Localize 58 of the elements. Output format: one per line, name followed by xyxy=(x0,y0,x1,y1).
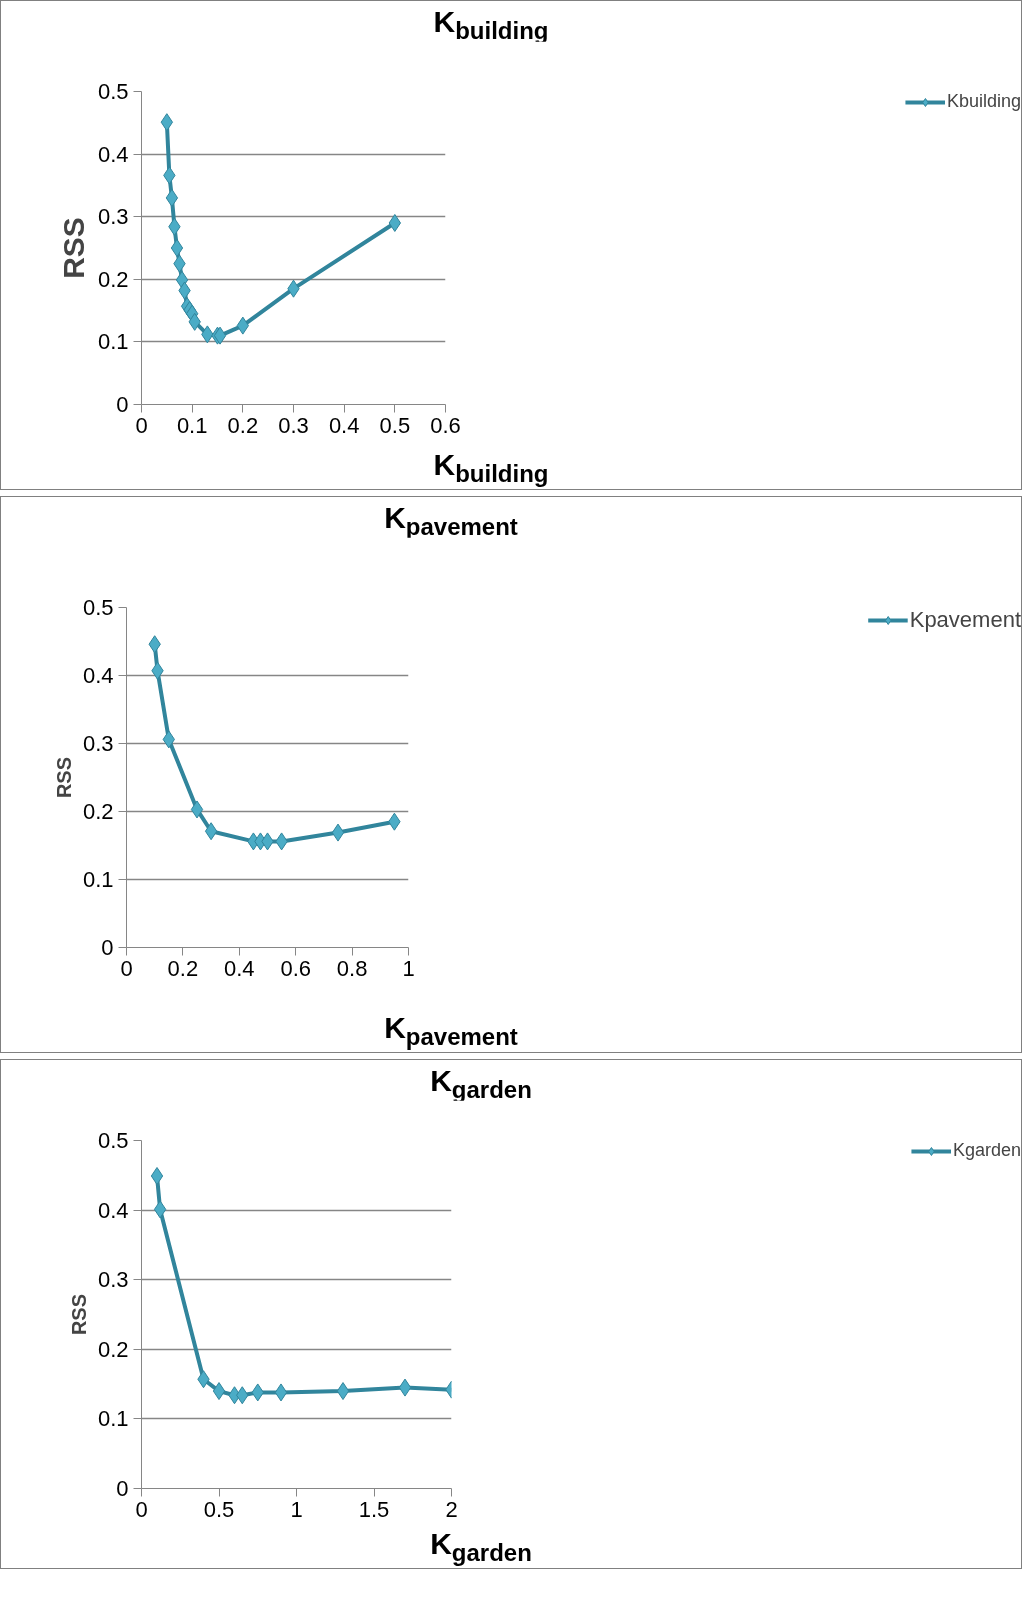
y-tick-label: 0.5 xyxy=(97,79,129,104)
point xyxy=(190,800,204,819)
x-tick-label: 0.4 xyxy=(224,955,255,981)
y-tick-label: 0.5 xyxy=(82,595,114,620)
y-tick-label: 0.3 xyxy=(97,1267,129,1293)
x-axis-title: K$_{garden}$ xyxy=(430,1526,532,1568)
x-tick-label: 0.5 xyxy=(379,412,411,438)
y-tick-label: 0.2 xyxy=(97,1336,129,1362)
text: K$_{pavement}$ xyxy=(384,1010,518,1052)
x-tick-label: 0.5 xyxy=(203,1496,235,1522)
text: K$_{building}$ xyxy=(433,447,549,489)
x-tick-label: 0.6 xyxy=(430,412,461,438)
x-axis-title: K$_{building}$ xyxy=(433,4,549,46)
x-tick-label: 1 xyxy=(290,1496,303,1522)
x-tick-label: 0.4 xyxy=(328,412,360,438)
y-tick-label: 0.2 xyxy=(82,799,114,824)
x-tick-label: 2 xyxy=(445,1496,458,1522)
chart-title: K$_{garden}$ xyxy=(430,1063,532,1105)
x-tick-label: 0.6 xyxy=(280,955,311,981)
y-tick-label: 0.3 xyxy=(82,731,114,756)
y-tick-label: 0.1 xyxy=(82,867,114,892)
legend-label: Kpavement xyxy=(909,607,1021,633)
x-tick-label: 0.1 xyxy=(176,412,208,438)
y-tick-label: 0 xyxy=(116,392,129,417)
x-tick-label: 0.3 xyxy=(278,412,309,438)
point xyxy=(274,1383,288,1402)
x-tick-label: 0.2 xyxy=(167,955,199,981)
point xyxy=(204,822,218,841)
y-axis-title: RSS xyxy=(67,1293,90,1336)
y-tick-label: 0.1 xyxy=(97,1406,129,1432)
y-tick-label: 0 xyxy=(116,1476,129,1501)
x-tick-label: 1.5 xyxy=(358,1496,390,1522)
y-tick-label: 0.4 xyxy=(97,1197,129,1223)
point xyxy=(170,239,184,257)
y-tick-label: 0.3 xyxy=(97,204,129,230)
y-tick-label: 0.5 xyxy=(97,1128,129,1153)
x-tick-label: 0 xyxy=(135,412,148,438)
y-axis-title: RSS xyxy=(56,217,90,279)
x-tick-label: 0.2 xyxy=(227,412,259,438)
point xyxy=(212,1382,226,1401)
y-tick-label: 0.1 xyxy=(97,329,129,355)
point xyxy=(336,1382,350,1401)
legend-label: Kbuilding xyxy=(946,91,1021,112)
point xyxy=(398,1378,412,1397)
y-tick-label: 0.4 xyxy=(97,141,129,167)
x-tick-label: 1 xyxy=(402,955,415,981)
legend-label: Kgarden xyxy=(952,1140,1021,1161)
x-tick-label: 0 xyxy=(135,1496,148,1522)
point xyxy=(150,1167,164,1185)
y-axis-title: RSS xyxy=(52,756,75,799)
y-tick-label: 0.4 xyxy=(82,663,114,688)
point xyxy=(331,823,345,842)
y-tick-label: 0 xyxy=(101,935,114,960)
y-tick-label: 0.2 xyxy=(97,266,129,292)
point xyxy=(153,1200,167,1219)
x-tick-label: 0.8 xyxy=(336,955,368,981)
x-axis-title: K$_{pavement}$ xyxy=(384,500,518,542)
point xyxy=(165,188,179,207)
